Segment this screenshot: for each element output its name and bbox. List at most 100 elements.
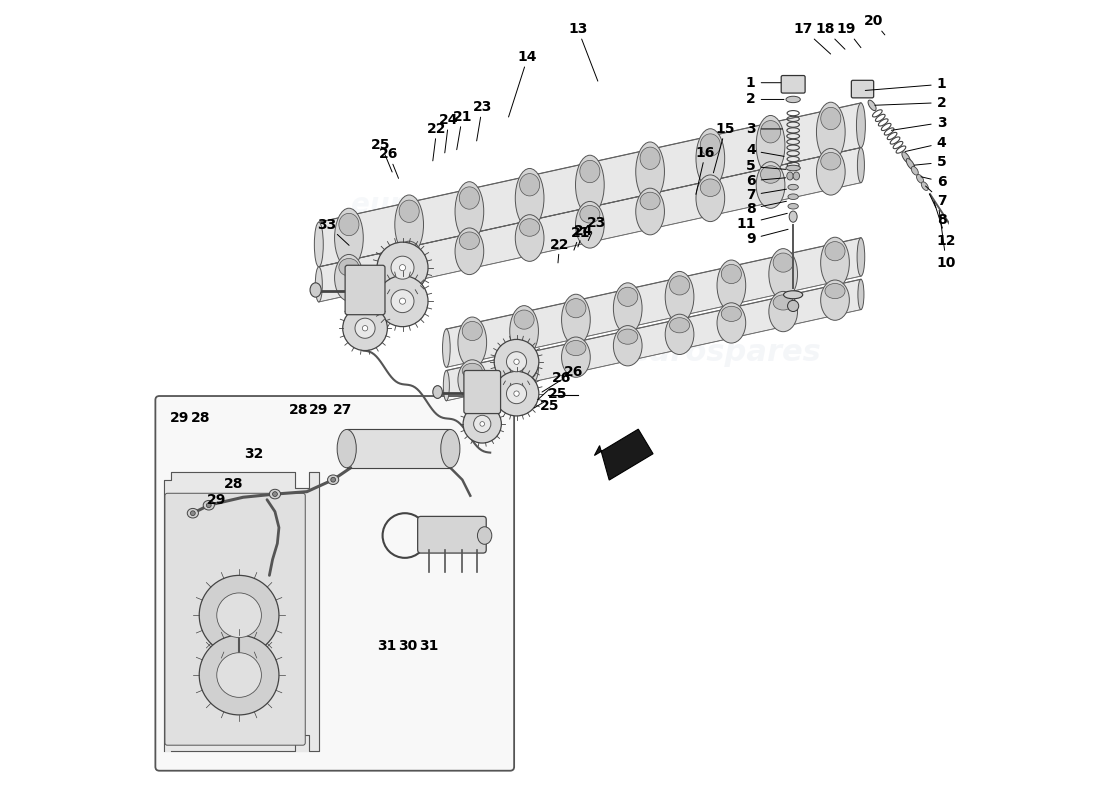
- Ellipse shape: [858, 279, 864, 310]
- Ellipse shape: [580, 160, 600, 182]
- Ellipse shape: [636, 188, 664, 235]
- Ellipse shape: [825, 242, 845, 261]
- Ellipse shape: [331, 478, 335, 482]
- Text: 17: 17: [794, 22, 830, 54]
- Ellipse shape: [821, 107, 840, 130]
- Text: 16: 16: [696, 146, 715, 194]
- Ellipse shape: [339, 214, 359, 236]
- Ellipse shape: [906, 158, 914, 170]
- Ellipse shape: [857, 238, 865, 276]
- Ellipse shape: [789, 211, 797, 222]
- Ellipse shape: [821, 280, 849, 320]
- Ellipse shape: [666, 314, 694, 354]
- Text: 4: 4: [905, 136, 946, 151]
- Ellipse shape: [902, 152, 911, 163]
- Circle shape: [199, 575, 279, 655]
- Text: 7: 7: [925, 186, 946, 208]
- Ellipse shape: [816, 102, 845, 162]
- Ellipse shape: [821, 153, 840, 170]
- Text: 28: 28: [289, 403, 309, 418]
- Text: 8: 8: [930, 194, 946, 227]
- Ellipse shape: [868, 100, 876, 110]
- Polygon shape: [447, 279, 861, 401]
- Circle shape: [514, 359, 519, 365]
- Polygon shape: [346, 430, 450, 468]
- Polygon shape: [319, 147, 861, 302]
- Text: 2: 2: [746, 93, 784, 106]
- Ellipse shape: [760, 166, 781, 183]
- Text: 13: 13: [569, 22, 597, 81]
- Ellipse shape: [515, 169, 544, 228]
- Ellipse shape: [442, 329, 450, 367]
- Text: 26: 26: [379, 147, 398, 178]
- Ellipse shape: [565, 341, 586, 356]
- Text: 32: 32: [244, 447, 263, 462]
- Ellipse shape: [670, 276, 690, 295]
- Ellipse shape: [514, 310, 535, 329]
- Ellipse shape: [722, 265, 741, 283]
- Ellipse shape: [773, 253, 793, 272]
- Ellipse shape: [773, 295, 793, 310]
- Ellipse shape: [614, 326, 642, 366]
- Ellipse shape: [395, 195, 424, 254]
- Circle shape: [967, 254, 978, 265]
- FancyBboxPatch shape: [851, 80, 873, 98]
- Text: 22: 22: [550, 238, 570, 263]
- Ellipse shape: [821, 238, 849, 288]
- Ellipse shape: [443, 370, 450, 401]
- Text: 12: 12: [934, 202, 956, 247]
- Text: 28: 28: [191, 410, 210, 425]
- Circle shape: [362, 326, 367, 331]
- Ellipse shape: [562, 294, 591, 345]
- Circle shape: [199, 635, 279, 715]
- Text: 23: 23: [473, 101, 492, 141]
- Ellipse shape: [207, 503, 211, 508]
- Ellipse shape: [565, 298, 586, 318]
- Circle shape: [480, 422, 484, 426]
- FancyBboxPatch shape: [345, 266, 385, 314]
- Ellipse shape: [337, 430, 356, 468]
- Ellipse shape: [756, 162, 785, 208]
- Ellipse shape: [857, 147, 865, 182]
- Ellipse shape: [441, 430, 460, 468]
- Circle shape: [355, 318, 375, 338]
- Ellipse shape: [273, 492, 277, 497]
- Text: 25: 25: [540, 399, 560, 414]
- Ellipse shape: [696, 129, 725, 188]
- Ellipse shape: [786, 166, 801, 170]
- Ellipse shape: [315, 222, 323, 267]
- Ellipse shape: [455, 228, 484, 274]
- Circle shape: [474, 415, 491, 433]
- Ellipse shape: [786, 172, 793, 180]
- Ellipse shape: [640, 192, 660, 210]
- Text: 26: 26: [538, 370, 572, 400]
- Circle shape: [390, 290, 414, 313]
- Ellipse shape: [190, 511, 195, 515]
- Text: eurospares: eurospares: [351, 190, 526, 218]
- Ellipse shape: [701, 179, 721, 197]
- Ellipse shape: [701, 134, 721, 156]
- Ellipse shape: [334, 254, 363, 301]
- Circle shape: [399, 265, 406, 270]
- Ellipse shape: [636, 142, 664, 202]
- Ellipse shape: [756, 115, 785, 175]
- Ellipse shape: [328, 475, 339, 485]
- Ellipse shape: [618, 329, 638, 344]
- Text: 20: 20: [864, 14, 884, 35]
- Ellipse shape: [769, 291, 798, 332]
- Text: eurospares: eurospares: [358, 210, 551, 239]
- Ellipse shape: [717, 303, 746, 343]
- Text: 26: 26: [542, 365, 584, 392]
- Text: 25: 25: [535, 386, 568, 408]
- Ellipse shape: [666, 271, 694, 322]
- Circle shape: [343, 306, 387, 350]
- Circle shape: [217, 653, 262, 698]
- FancyBboxPatch shape: [165, 494, 306, 745]
- Ellipse shape: [922, 182, 928, 190]
- Ellipse shape: [460, 232, 480, 250]
- Ellipse shape: [399, 200, 419, 222]
- Text: 3: 3: [746, 122, 782, 136]
- Text: 31: 31: [419, 638, 439, 653]
- Polygon shape: [319, 103, 861, 267]
- Ellipse shape: [509, 349, 538, 389]
